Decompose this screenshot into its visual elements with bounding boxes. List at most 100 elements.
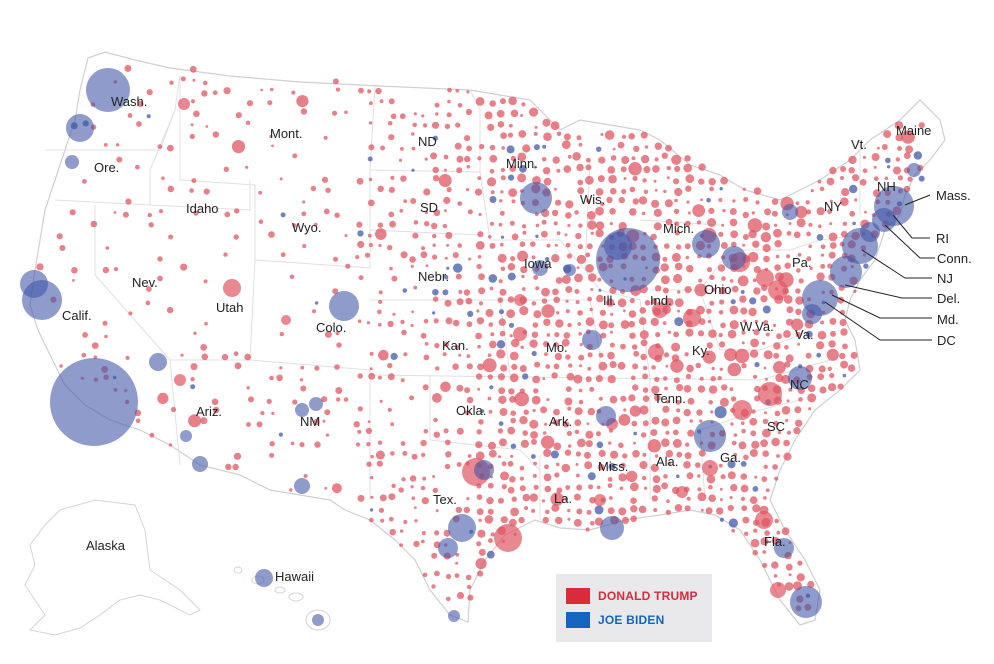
trump-county-bubble — [840, 360, 849, 369]
trump-county-bubble — [808, 222, 813, 227]
trump-county-bubble — [894, 121, 904, 130]
trump-county-bubble — [850, 351, 858, 359]
trump-county-bubble — [848, 155, 857, 165]
trump-county-bubble — [389, 220, 396, 228]
trump-county-bubble — [718, 198, 723, 202]
trump-county-bubble — [541, 298, 548, 304]
trump-county-bubble — [531, 331, 539, 338]
trump-county-bubble — [279, 366, 283, 370]
trump-county-bubble — [498, 318, 506, 326]
trump-county-bubble — [335, 87, 341, 92]
trump-county-bubble — [829, 317, 837, 325]
trump-county-bubble — [529, 339, 538, 348]
trump-county-bubble — [818, 365, 826, 373]
trump-county-bubble — [578, 399, 584, 405]
trump-county-bubble — [180, 263, 188, 271]
trump-county-bubble — [903, 152, 911, 160]
trump-county-bubble — [565, 299, 569, 303]
trump-county-bubble — [456, 155, 464, 163]
trump-county-bubble — [871, 153, 880, 161]
trump-county-bubble — [477, 363, 484, 371]
label-fla: Fla. — [764, 534, 786, 549]
trump-county-bubble — [478, 287, 486, 295]
trump-county-bubble — [674, 298, 684, 307]
trump-county-bubble — [458, 353, 462, 357]
trump-county-bubble — [641, 475, 647, 481]
trump-county-bubble — [756, 269, 774, 287]
trump-county-bubble — [465, 410, 470, 416]
biden-county-bubble — [498, 421, 504, 426]
trump-county-bubble — [773, 352, 780, 359]
trump-county-bubble — [477, 156, 482, 161]
trump-county-bubble — [432, 233, 437, 239]
trump-county-bubble — [732, 199, 736, 203]
trump-county-bubble — [545, 364, 551, 369]
trump-county-bubble — [409, 475, 417, 482]
trump-county-bubble — [565, 485, 571, 490]
trump-county-bubble — [752, 549, 758, 556]
trump-county-bubble — [377, 309, 382, 315]
trump-county-bubble — [751, 409, 756, 414]
trump-county-bubble — [399, 208, 404, 213]
trump-county-bubble — [233, 351, 239, 357]
trump-county-bubble — [567, 322, 572, 328]
trump-county-bubble — [640, 131, 648, 139]
trump-county-bubble — [773, 228, 782, 238]
trump-county-bubble — [193, 110, 200, 118]
biden-county-bubble — [596, 146, 602, 152]
trump-county-bubble — [487, 482, 494, 489]
trump-county-bubble — [544, 422, 548, 426]
biden-county-bubble — [499, 309, 504, 315]
trump-county-bubble — [609, 222, 613, 226]
trump-county-bubble — [424, 342, 429, 346]
trump-county-bubble — [651, 495, 658, 502]
trump-county-bubble — [376, 460, 383, 467]
trump-county-bubble — [211, 398, 219, 406]
trump-county-bubble — [574, 419, 582, 427]
trump-county-bubble — [369, 101, 373, 106]
trump-county-bubble — [378, 299, 383, 304]
trump-county-bubble — [733, 452, 738, 457]
biden-county-bubble — [762, 305, 771, 314]
trump-county-bubble — [379, 399, 383, 403]
trump-county-bubble — [717, 375, 722, 381]
trump-county-bubble — [336, 342, 342, 348]
trump-county-bubble — [667, 330, 672, 334]
trump-county-bubble — [797, 560, 803, 566]
trump-county-bubble — [621, 156, 630, 164]
trump-county-bubble — [587, 352, 593, 358]
trump-county-bubble — [335, 331, 340, 336]
trump-county-bubble — [410, 198, 417, 204]
trump-county-bubble — [552, 419, 559, 426]
trump-county-bubble — [400, 175, 407, 182]
trump-county-bubble — [368, 121, 373, 125]
trump-county-bubble — [487, 177, 497, 187]
trump-county-bubble — [488, 441, 496, 450]
trump-county-bubble — [434, 342, 440, 349]
trump-county-bubble — [706, 308, 712, 314]
trump-county-bubble — [488, 538, 493, 544]
trump-county-bubble — [651, 298, 658, 305]
trump-county-bubble — [531, 255, 536, 260]
trump-county-bubble — [628, 394, 636, 402]
trump-county-bubble — [136, 121, 142, 127]
trump-county-bubble — [556, 487, 563, 494]
trump-county-bubble — [432, 393, 442, 403]
trump-county-bubble — [375, 87, 382, 95]
trump-county-bubble — [366, 321, 370, 325]
trump-county-bubble — [203, 279, 208, 284]
trump-county-bubble — [594, 494, 606, 506]
trump-county-bubble — [710, 410, 714, 414]
trump-county-bubble — [411, 132, 415, 136]
trump-county-bubble — [598, 361, 608, 371]
trump-county-bubble — [390, 175, 395, 180]
trump-county-bubble — [805, 352, 812, 359]
trump-county-bubble — [391, 483, 396, 488]
trump-county-bubble — [506, 309, 516, 319]
trump-county-bubble — [568, 444, 572, 448]
trump-county-bubble — [276, 374, 283, 382]
trump-county-bubble — [763, 496, 767, 500]
biden-county-bubble — [907, 163, 921, 177]
trump-county-bubble — [540, 435, 555, 449]
trump-county-bubble — [478, 518, 482, 522]
